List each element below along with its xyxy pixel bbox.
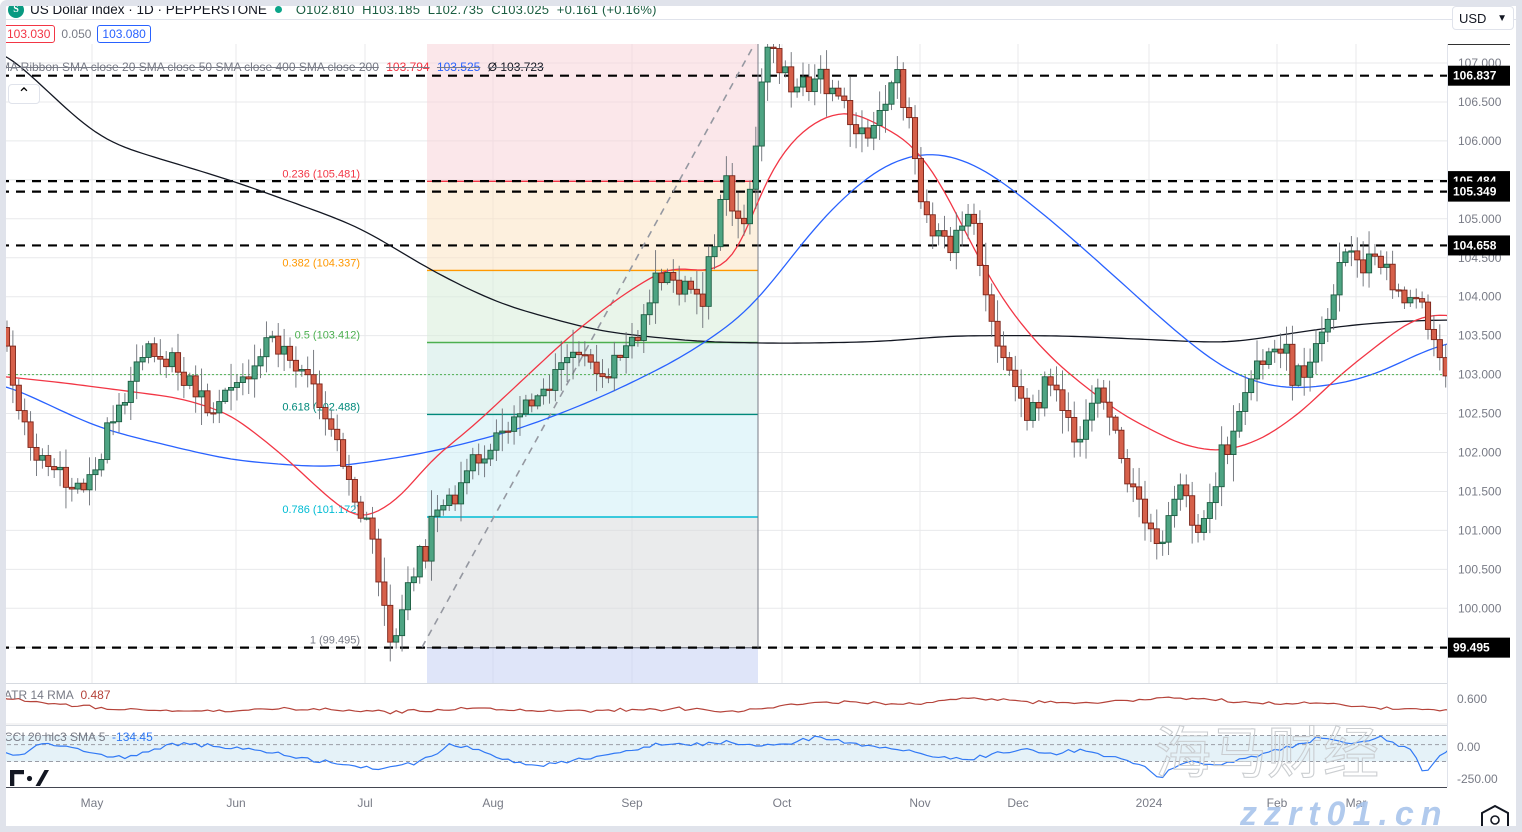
svg-text:100.000: 100.000 <box>1458 601 1502 615</box>
svg-text:103.000: 103.000 <box>1458 368 1502 382</box>
svg-text:99.495: 99.495 <box>1453 641 1490 655</box>
svg-text:100.500: 100.500 <box>1458 562 1502 576</box>
svg-text:105.349: 105.349 <box>1453 185 1497 199</box>
svg-text:0.382 (104.337): 0.382 (104.337) <box>282 257 360 269</box>
svg-text:102.500: 102.500 <box>1458 407 1502 421</box>
svg-text:0.5 (103.412): 0.5 (103.412) <box>295 330 360 342</box>
svg-text:0.786 (101.172): 0.786 (101.172) <box>282 504 360 516</box>
svg-text:104.000: 104.000 <box>1458 290 1502 304</box>
svg-text:106.837: 106.837 <box>1453 69 1497 83</box>
svg-text:105.000: 105.000 <box>1458 212 1502 226</box>
svg-text:103.500: 103.500 <box>1458 329 1502 343</box>
svg-text:1 (99.495): 1 (99.495) <box>310 635 360 647</box>
svg-text:101.000: 101.000 <box>1458 523 1502 537</box>
svg-text:0.236 (105.481): 0.236 (105.481) <box>282 168 360 180</box>
svg-text:104.658: 104.658 <box>1453 238 1497 252</box>
svg-text:101.500: 101.500 <box>1458 484 1502 498</box>
svg-text:106.500: 106.500 <box>1458 95 1502 109</box>
svg-text:102.000: 102.000 <box>1458 446 1502 460</box>
svg-text:106.000: 106.000 <box>1458 134 1502 148</box>
